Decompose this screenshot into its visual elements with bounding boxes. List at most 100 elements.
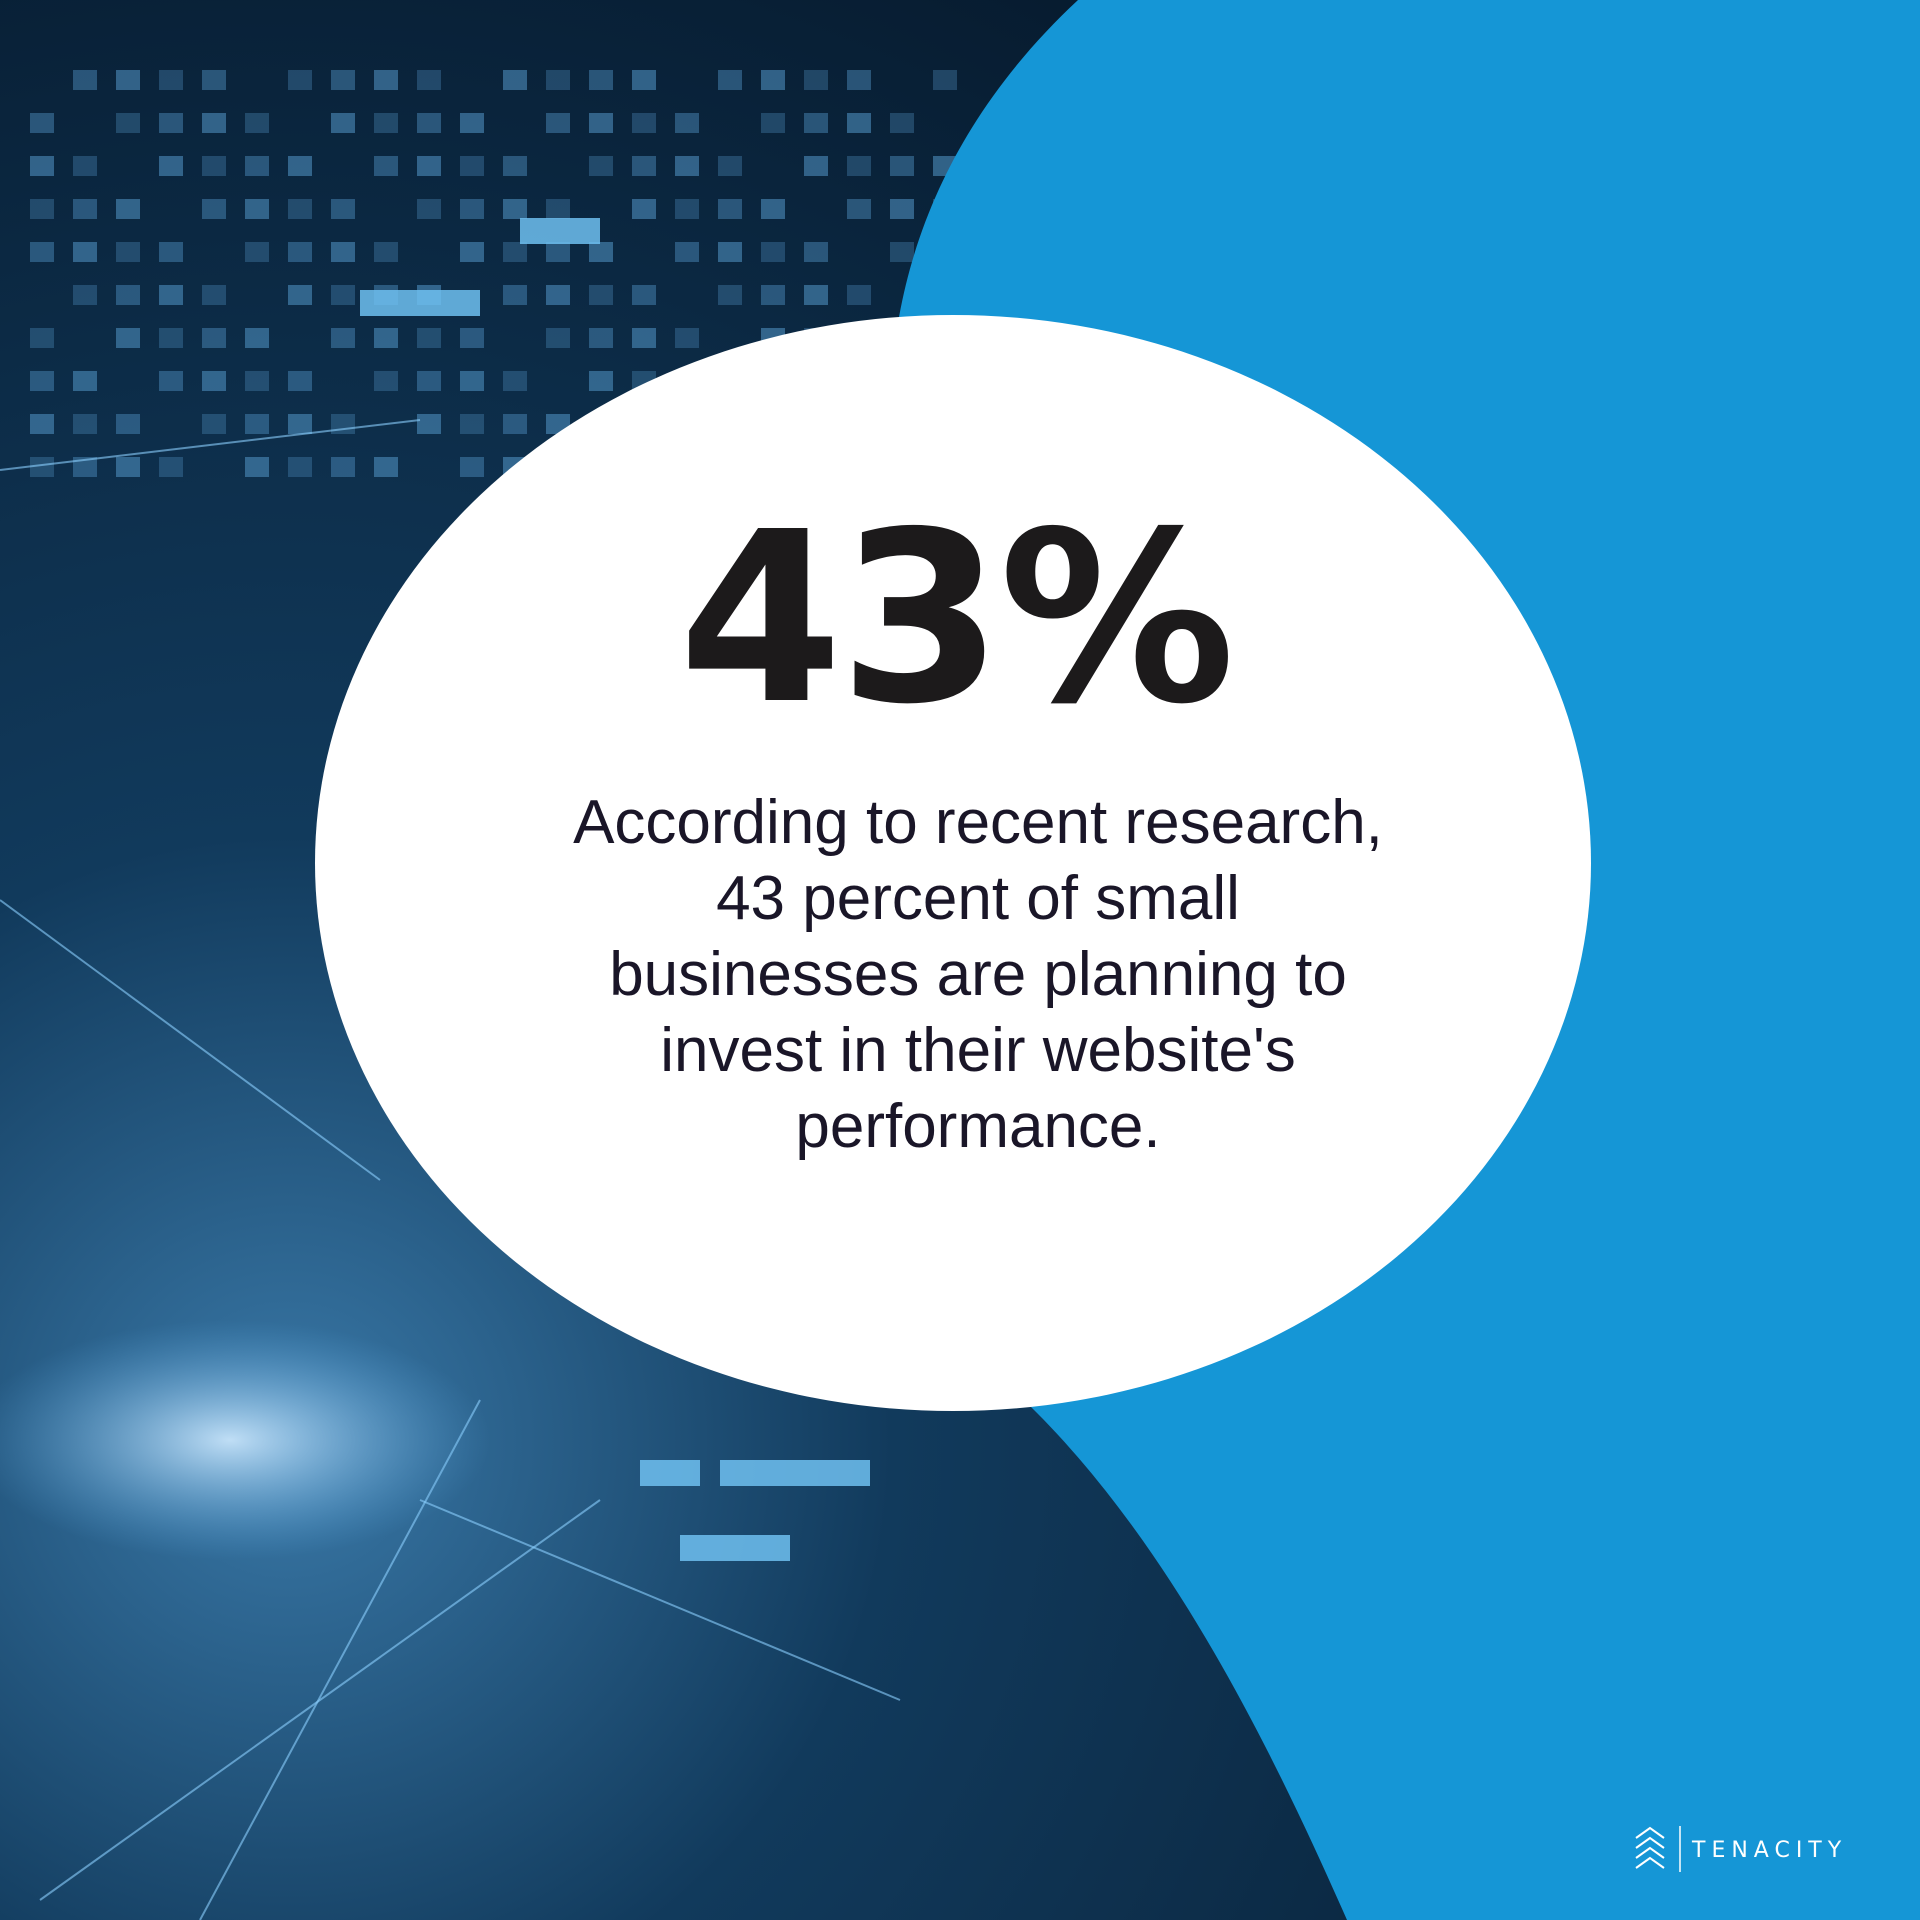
- decor-tile: [460, 113, 484, 133]
- decor-tile: [331, 199, 355, 219]
- decor-tile: [202, 199, 226, 219]
- decor-tile: [718, 199, 742, 219]
- decor-tile: [374, 70, 398, 90]
- decor-tile: [675, 156, 699, 176]
- decor-tile: [460, 242, 484, 262]
- decor-tile: [718, 242, 742, 262]
- decor-tile: [804, 242, 828, 262]
- decor-tile: [288, 414, 312, 434]
- decor-tile: [30, 457, 54, 477]
- body-line: invest in their website's: [660, 1016, 1296, 1085]
- decor-tile: [589, 113, 613, 133]
- decor-tile: [847, 156, 871, 176]
- decor-tile: [245, 199, 269, 219]
- decor-tile: [159, 113, 183, 133]
- decor-tile: [546, 70, 570, 90]
- decor-tile: [159, 371, 183, 391]
- brand-logo: TENACITY: [1635, 1826, 1841, 1872]
- decor-tile: [675, 113, 699, 133]
- decor-tile: [847, 285, 871, 305]
- decor-tile: [503, 156, 527, 176]
- decor-tile: [374, 457, 398, 477]
- decor-tile: [73, 371, 97, 391]
- decor-tile: [847, 70, 871, 90]
- decor-tile: [503, 199, 527, 219]
- decor-tile: [288, 242, 312, 262]
- decor-tile: [632, 113, 656, 133]
- decor-tile: [116, 285, 140, 305]
- decor-bar: [640, 1460, 700, 1486]
- decor-tile: [159, 457, 183, 477]
- decor-tile: [73, 242, 97, 262]
- logo-icon: [1635, 1826, 1665, 1869]
- decor-tile: [374, 156, 398, 176]
- decor-tile: [632, 199, 656, 219]
- decor-tile: [804, 70, 828, 90]
- decor-tile: [718, 285, 742, 305]
- white-bubble: [315, 315, 1591, 1411]
- decor-tile: [30, 113, 54, 133]
- decor-tile: [331, 242, 355, 262]
- decor-tile: [245, 414, 269, 434]
- decor-tile: [202, 414, 226, 434]
- decor-tile: [116, 70, 140, 90]
- decor-tile: [30, 414, 54, 434]
- decor-tile: [417, 328, 441, 348]
- decor-tile: [331, 328, 355, 348]
- decor-tile: [761, 113, 785, 133]
- decor-tile: [374, 328, 398, 348]
- decor-tile: [589, 242, 613, 262]
- decor-bar: [720, 1460, 870, 1486]
- decor-tile: [503, 285, 527, 305]
- body-line: performance.: [795, 1092, 1160, 1161]
- body-text: According to recent research, 43 percent …: [573, 788, 1383, 1161]
- decor-tile: [331, 113, 355, 133]
- decor-tile: [331, 285, 355, 305]
- decor-tile: [73, 70, 97, 90]
- decor-tile: [589, 70, 613, 90]
- decor-tile: [417, 199, 441, 219]
- decor-tile: [847, 199, 871, 219]
- decor-tile: [890, 113, 914, 133]
- decor-tile: [890, 156, 914, 176]
- decor-tile: [288, 371, 312, 391]
- decor-tile: [116, 457, 140, 477]
- decor-tile: [718, 156, 742, 176]
- decor-tile: [202, 328, 226, 348]
- decor-tile: [288, 285, 312, 305]
- decor-tile: [417, 414, 441, 434]
- decor-tile: [30, 328, 54, 348]
- decor-tile: [30, 371, 54, 391]
- decor-tile: [503, 371, 527, 391]
- decor-tile: [503, 242, 527, 262]
- decor-tile: [847, 113, 871, 133]
- decor-tile: [159, 328, 183, 348]
- decor-bar: [680, 1535, 790, 1561]
- decor-tile: [632, 156, 656, 176]
- decor-tile: [374, 371, 398, 391]
- decor-tile: [589, 285, 613, 305]
- decor-bar: [360, 290, 480, 316]
- light-glow: [0, 1320, 490, 1560]
- decor-tile: [460, 457, 484, 477]
- decor-tile: [202, 156, 226, 176]
- decor-tile: [73, 414, 97, 434]
- decor-tile: [288, 199, 312, 219]
- decor-tile: [675, 328, 699, 348]
- decor-tile: [159, 70, 183, 90]
- stat-value: 43%: [679, 481, 1232, 756]
- decor-tile: [804, 156, 828, 176]
- decor-tile: [245, 156, 269, 176]
- decor-tile: [460, 156, 484, 176]
- decor-tile: [30, 242, 54, 262]
- decor-tile: [116, 199, 140, 219]
- decor-tile: [417, 371, 441, 391]
- decor-tile: [589, 156, 613, 176]
- decor-tile: [675, 242, 699, 262]
- decor-tile: [417, 113, 441, 133]
- decor-tile: [73, 457, 97, 477]
- decor-tile: [159, 285, 183, 305]
- decor-tile: [546, 199, 570, 219]
- decor-tile: [159, 156, 183, 176]
